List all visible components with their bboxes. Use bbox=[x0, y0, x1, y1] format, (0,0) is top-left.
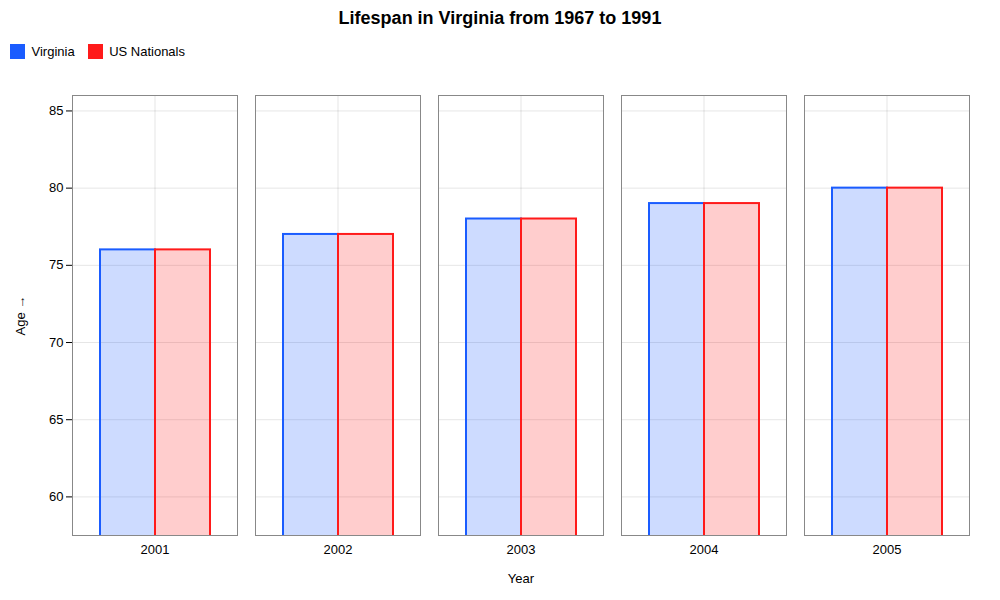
html-text:Lifespan in Virginia from 1967: Lifespan in Virginia from 1967 to 1991 bbox=[338, 8, 662, 28]
svg-text:2004: 2004 bbox=[690, 541, 719, 556]
svg-text:2005: 2005 bbox=[873, 541, 902, 556]
svg-text:2002: 2002 bbox=[324, 541, 353, 556]
html-text:US Nationals: US Nationals bbox=[109, 44, 185, 59]
svg-text:75: 75 bbox=[49, 257, 63, 272]
svg-text:85: 85 bbox=[49, 103, 63, 118]
svg-text:2003: 2003 bbox=[507, 541, 536, 556]
svg-text:60: 60 bbox=[49, 489, 63, 504]
svg-text:80: 80 bbox=[49, 180, 63, 195]
svg-text:2001: 2001 bbox=[141, 541, 170, 556]
svg-text:65: 65 bbox=[49, 411, 63, 426]
html-text:Virginia: Virginia bbox=[31, 44, 75, 59]
svg-text:70: 70 bbox=[49, 334, 63, 349]
svg-text:Year: Year bbox=[508, 570, 535, 585]
svg-text:Age →: Age → bbox=[13, 295, 28, 335]
